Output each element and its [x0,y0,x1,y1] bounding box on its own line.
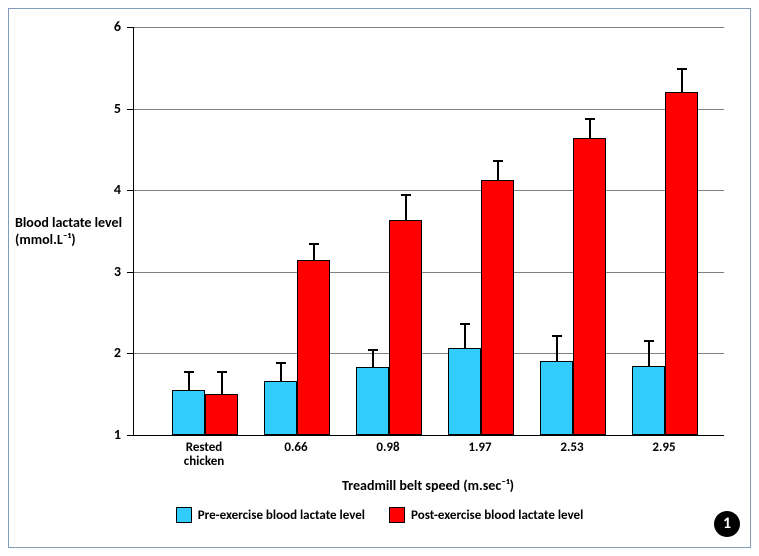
legend-item: Pre-exercise blood lactate level [176,507,365,523]
bar [632,366,665,435]
y-axis-title-line: Blood lactate level [15,215,122,232]
bar [540,361,573,435]
y-axis-title-line: (mmol.L⁻¹) [15,232,122,249]
error-bar [221,371,223,394]
x-tick-label: 2.95 [619,441,709,455]
error-cap [184,371,194,373]
bar [264,381,297,435]
bar [356,367,389,435]
x-tick-label: 0.66 [251,441,341,455]
x-tick-label: 2.53 [527,441,617,455]
error-bar [497,160,499,180]
bar [205,394,238,435]
y-tick-mark [127,272,133,273]
bar [448,348,481,435]
y-tick-label: 2 [93,344,121,361]
legend-label: Post-exercise blood lactate level [411,508,583,523]
legend-label: Pre-exercise blood lactate level [198,508,365,523]
error-cap [368,349,378,351]
x-tick-label: 1.97 [435,441,525,455]
bar [172,390,205,435]
gridline [134,109,724,110]
error-cap [493,160,503,162]
error-bar [313,243,315,259]
plot-area [133,27,724,436]
error-bar [589,118,591,138]
y-tick-label: 4 [93,181,121,198]
error-cap [585,118,595,120]
error-cap [309,243,319,245]
bar [665,92,698,435]
y-tick-mark [127,435,133,436]
error-cap [217,371,227,373]
y-tick-label: 6 [93,18,121,35]
error-bar [372,349,374,368]
x-tick-label: 0.98 [343,441,433,455]
error-cap [552,335,562,337]
error-bar [464,323,466,347]
y-tick-mark [127,353,133,354]
y-tick-label: 1 [93,426,121,443]
y-tick-mark [127,27,133,28]
error-cap [644,340,654,342]
error-bar [556,335,558,361]
legend-item: Post-exercise blood lactate level [389,507,583,523]
bar [573,138,606,435]
y-tick-label: 3 [93,263,121,280]
bar [297,260,330,435]
figure-badge: 1 [714,511,740,537]
error-cap [276,362,286,364]
y-tick-label: 5 [93,100,121,117]
error-bar [280,362,282,381]
error-cap [460,323,470,325]
error-bar [648,340,650,366]
y-tick-mark [127,190,133,191]
error-bar [405,194,407,220]
x-tick-label: Restedchicken [159,441,249,470]
legend-swatch [389,507,405,523]
chart-container: Blood lactate level(mmol.L⁻¹) Treadmill … [8,8,751,548]
error-cap [677,68,687,70]
error-cap [401,194,411,196]
bar [389,220,422,435]
gridline [134,272,724,273]
y-axis-title: Blood lactate level(mmol.L⁻¹) [15,215,122,249]
gridline [134,190,724,191]
x-axis-title: Treadmill belt speed (m.sec⁻¹) [133,477,723,494]
gridline [134,27,724,28]
y-tick-mark [127,109,133,110]
legend-swatch [176,507,192,523]
legend: Pre-exercise blood lactate level Post-exe… [9,507,750,527]
error-bar [681,68,683,92]
bar [481,180,514,435]
error-bar [188,371,190,391]
gridline [134,353,724,354]
